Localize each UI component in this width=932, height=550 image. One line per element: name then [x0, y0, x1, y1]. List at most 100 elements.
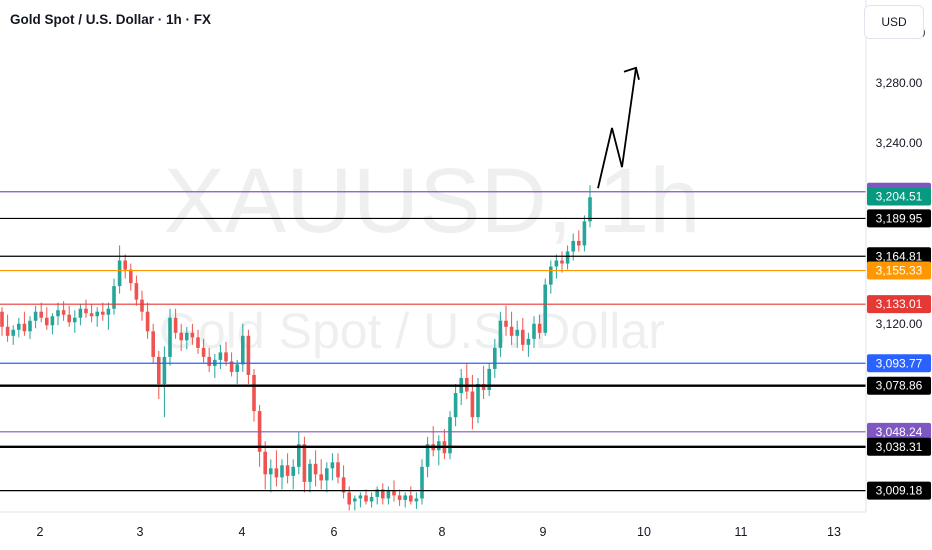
- candle-body: [39, 311, 43, 318]
- candle-body: [453, 393, 458, 418]
- time-axis-tick-label: 9: [540, 525, 547, 539]
- candle-body: [45, 317, 49, 326]
- candle-body: [509, 326, 514, 336]
- candle-body: [129, 269, 133, 284]
- price-level-tag: 3,155.33: [876, 264, 923, 278]
- price-level-tag-bg: [867, 209, 931, 228]
- candle-body: [17, 323, 21, 330]
- candle-body: [532, 323, 536, 339]
- time-axis-tick-label: 6: [331, 525, 338, 539]
- candle-body: [414, 498, 419, 502]
- candle-body: [565, 251, 570, 264]
- candle-body: [285, 465, 290, 476]
- candle-body: [498, 320, 503, 348]
- candle-body: [162, 356, 167, 384]
- candle-body: [196, 337, 200, 348]
- candle-body: [470, 391, 475, 418]
- candle-body: [168, 317, 172, 357]
- candle-body: [369, 496, 374, 502]
- candle-body: [347, 492, 351, 505]
- candle-body: [493, 347, 497, 369]
- candle-body: [549, 266, 553, 285]
- price-level-tag-bg: [867, 354, 931, 373]
- price-axis-tick-label: 3,120.00: [876, 317, 923, 331]
- price-axis-tick-label: 3,280.00: [876, 76, 923, 90]
- candle-body: [56, 310, 60, 317]
- candle-body: [291, 466, 295, 476]
- candle-body: [157, 356, 161, 384]
- price-level-tag-bg: [867, 261, 931, 280]
- currency-button[interactable]: USD: [864, 5, 924, 39]
- candle-body: [481, 384, 486, 391]
- price-level-tag: 3,189.95: [876, 211, 923, 225]
- candle-body: [33, 311, 38, 321]
- time-axis-tick-label: 3: [137, 525, 144, 539]
- candle-body: [319, 474, 323, 481]
- candle-body: [577, 240, 581, 246]
- candle-body: [341, 477, 346, 493]
- candle-body: [112, 286, 116, 309]
- price-level-tag: 3,038.31: [876, 440, 923, 454]
- candle-body: [50, 316, 55, 326]
- candle-body: [487, 368, 491, 391]
- candle-body: [241, 335, 245, 365]
- candle-body: [515, 329, 519, 336]
- time-axis-tick-label: 10: [637, 525, 651, 539]
- candle-body: [353, 498, 357, 502]
- candle-body: [543, 284, 547, 333]
- candle-body: [173, 317, 178, 333]
- candle-body: [358, 495, 363, 499]
- candle-body: [308, 463, 312, 482]
- candle-body: [89, 313, 94, 317]
- candle-body: [425, 444, 430, 467]
- candle-body: [403, 495, 407, 500]
- candle-body: [0, 311, 4, 327]
- candle-body: [73, 317, 77, 323]
- candle-body: [61, 310, 66, 315]
- candle-body: [420, 466, 424, 499]
- candle-body: [201, 347, 206, 357]
- candle-body: [229, 361, 234, 372]
- price-level-tag: 3,009.18: [876, 484, 923, 498]
- candle-body: [22, 323, 27, 332]
- price-level-tag-bg: [867, 437, 931, 456]
- candle-body: [207, 356, 211, 366]
- candle-body: [280, 465, 284, 478]
- candle-body: [179, 332, 183, 341]
- candle-body: [101, 311, 105, 315]
- candle-body: [263, 451, 267, 475]
- candle-body: [185, 332, 189, 341]
- price-level-tag: 3,164.81: [876, 249, 923, 263]
- time-axis-tick-label: 4: [239, 525, 246, 539]
- price-level-tag: 3,048.24: [876, 425, 923, 439]
- candle-body: [297, 444, 301, 467]
- candle-body: [302, 444, 307, 482]
- candle-body: [313, 463, 318, 475]
- candle-body: [386, 490, 391, 499]
- candle-body: [364, 495, 368, 502]
- candle-body: [504, 320, 508, 327]
- candle-body: [448, 417, 452, 454]
- candle-body: [11, 329, 15, 336]
- time-axis-tick-label: 11: [735, 525, 748, 539]
- candle-body: [95, 311, 99, 317]
- candle-body: [521, 329, 525, 345]
- price-level-tag: 3,133.01: [876, 297, 923, 311]
- candle-body: [392, 490, 396, 496]
- time-axis-tick-label: 8: [439, 525, 446, 539]
- price-level-tag: 3,078.86: [876, 379, 923, 393]
- annotation-arrow: [597, 67, 637, 189]
- candle-body: [588, 197, 592, 222]
- price-level-tag: 3,093.77: [876, 356, 923, 370]
- candle-body: [526, 338, 531, 345]
- watermark-description: Gold Spot / U.S. Dollar: [159, 303, 665, 359]
- price-level-tag-bg: [867, 376, 931, 395]
- candle-body: [381, 489, 385, 499]
- candle-body: [151, 331, 155, 357]
- candle-body: [269, 468, 273, 475]
- candle-body: [224, 352, 228, 362]
- price-level-tag-bg: [867, 247, 931, 266]
- candle-body: [476, 384, 480, 418]
- candle-body: [375, 489, 379, 497]
